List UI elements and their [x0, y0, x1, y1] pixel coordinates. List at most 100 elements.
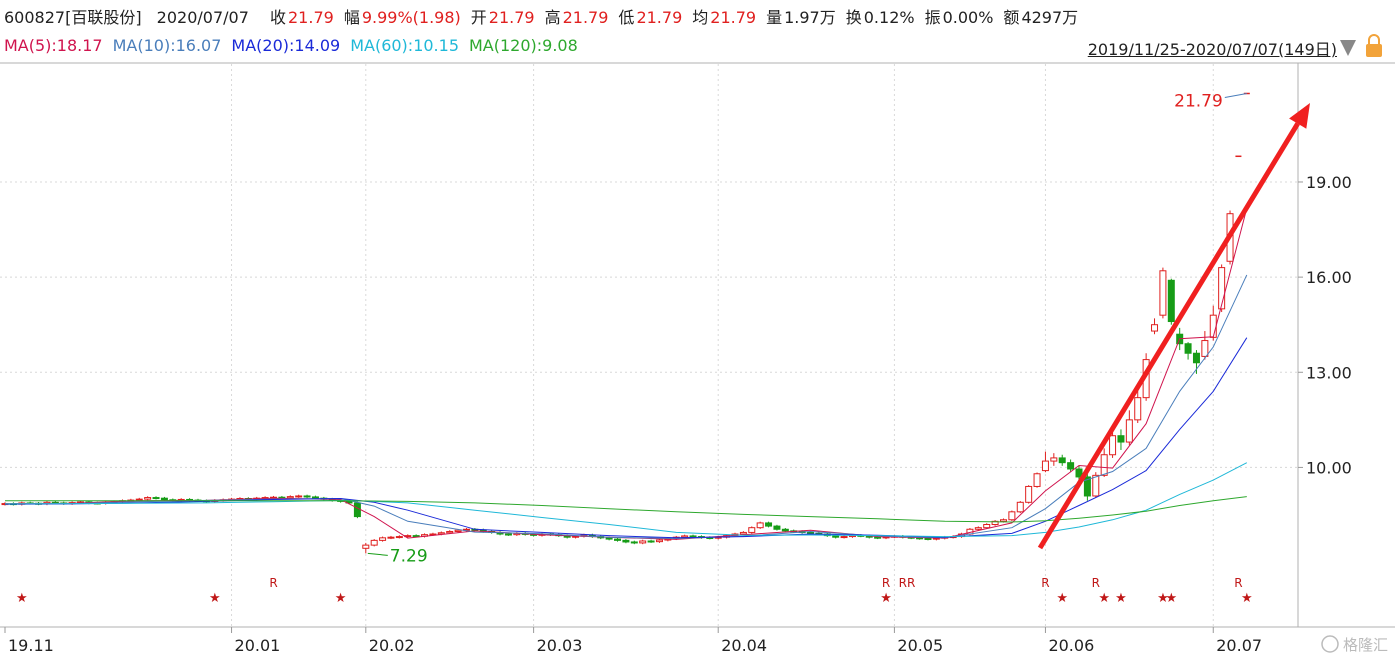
lock-icon[interactable] — [1366, 44, 1382, 57]
candle-body — [739, 531, 747, 535]
y-tick-label: 16.00 — [1306, 268, 1352, 287]
candle-body — [874, 536, 882, 539]
candle-body — [286, 496, 294, 499]
candle-body — [379, 537, 387, 541]
candle-body — [765, 522, 773, 527]
quote-label: 低 — [618, 8, 635, 27]
candle-body — [370, 539, 378, 546]
candle-body — [781, 528, 789, 532]
quote-value: 1.97万 — [784, 8, 836, 27]
candle-body — [303, 495, 311, 498]
legend-entry: MA(60):10.15 — [350, 36, 459, 55]
candle-body — [1067, 462, 1075, 470]
candle-body — [1058, 457, 1066, 464]
x-tick-label: 20.03 — [537, 636, 583, 655]
annotation-label: 21.79 — [1174, 91, 1223, 111]
x-tick-label: 20.01 — [235, 636, 281, 655]
quote-label: 换 — [845, 8, 862, 27]
candle-body — [1151, 324, 1159, 332]
lock-shackle — [1368, 34, 1380, 44]
candle-body — [999, 519, 1007, 522]
quote-value: 21.79 — [288, 8, 334, 27]
candle-body — [807, 531, 815, 534]
quote-label: 均 — [692, 8, 709, 27]
y-tick-label: 19.00 — [1306, 173, 1352, 192]
x-tick-label: 20.06 — [1048, 636, 1094, 655]
logo-icon — [1321, 635, 1339, 653]
dropdown-icon[interactable] — [1340, 40, 1356, 56]
candle-body — [353, 502, 361, 518]
candle-body — [160, 497, 168, 501]
watermark: 格隆汇 — [1343, 636, 1388, 654]
candle-body — [1025, 485, 1033, 503]
r-marker: R — [907, 576, 915, 590]
date-range[interactable]: 2019/11/25-2020/07/07(149日) — [1087, 40, 1337, 59]
x-tick-label: 20.05 — [897, 636, 943, 655]
candle-body — [832, 535, 840, 538]
annotation-arrow — [1224, 93, 1247, 98]
candle-body — [1209, 314, 1217, 338]
quote-label: 额 — [1003, 8, 1020, 27]
candle-body — [1050, 457, 1058, 462]
candle-body — [1075, 468, 1083, 478]
candle-body — [1125, 419, 1133, 443]
candle-body — [387, 536, 395, 539]
y-tick-label: 13.00 — [1306, 363, 1352, 382]
quote-label: 幅 — [343, 8, 360, 27]
candle-body — [1184, 343, 1192, 354]
candle-body — [362, 544, 370, 549]
stock-name: 600827[百联股份] — [4, 8, 142, 27]
candle-body — [1167, 279, 1175, 323]
quote-value: 0.00% — [942, 8, 994, 27]
candle-body — [311, 496, 319, 499]
x-tick-label: 20.02 — [369, 636, 415, 655]
legend-entry: MA(10):16.07 — [112, 36, 222, 55]
candle-body — [748, 527, 756, 533]
quote-label: 开 — [470, 8, 487, 27]
r-marker: R — [882, 576, 890, 590]
quote-value: 21.79 — [488, 8, 535, 27]
candle-body — [395, 536, 403, 539]
candle-body — [840, 536, 848, 539]
quote-label: 量 — [766, 8, 783, 27]
x-tick-label: 19.11 — [8, 636, 54, 655]
candle-body — [295, 495, 303, 498]
candle-body — [1109, 435, 1117, 456]
quote-value: 9.99%(1.98) — [361, 8, 461, 27]
star-marker: ★ — [335, 591, 347, 606]
candle-body — [1016, 501, 1024, 513]
candle-body — [1041, 460, 1049, 472]
candle-body — [689, 535, 697, 538]
trend-arrow-head — [1289, 103, 1310, 129]
r-marker: R — [899, 576, 907, 590]
candle-body — [681, 535, 689, 538]
candle-body — [605, 537, 613, 540]
candle-body — [446, 530, 454, 534]
ma-line — [4, 337, 1248, 539]
annotation-label: 7.29 — [390, 546, 428, 566]
candle-body — [1008, 511, 1016, 521]
quote-value: 21.79 — [636, 8, 683, 27]
candle-body — [454, 529, 462, 532]
quote-value: 21.79 — [710, 8, 757, 27]
candle-body — [639, 540, 647, 544]
star-marker: ★ — [1098, 591, 1110, 606]
legend-entry: MA(5):18.17 — [4, 36, 103, 55]
ma-line — [4, 462, 1248, 538]
star-marker: ★ — [880, 591, 892, 606]
candle-body — [773, 525, 781, 530]
candle-body — [504, 533, 512, 536]
candle-body — [1134, 397, 1142, 421]
candle-body — [614, 538, 622, 541]
star-marker: ★ — [209, 591, 221, 606]
candle-body — [983, 524, 991, 529]
ma-legend: MA(5):18.17 MA(10):16.07 MA(20):14.09 MA(60… — [4, 36, 1395, 55]
quote-header: 600827[百联股份] 2020/07/07 收 21.79 幅 9.99%(1.9… — [4, 4, 1395, 28]
candle-body — [1033, 473, 1041, 487]
quote-value: 4297万 — [1021, 8, 1079, 27]
candle-body — [622, 539, 630, 543]
trend-arrow — [1037, 122, 1300, 550]
star-marker: ★ — [16, 591, 28, 606]
